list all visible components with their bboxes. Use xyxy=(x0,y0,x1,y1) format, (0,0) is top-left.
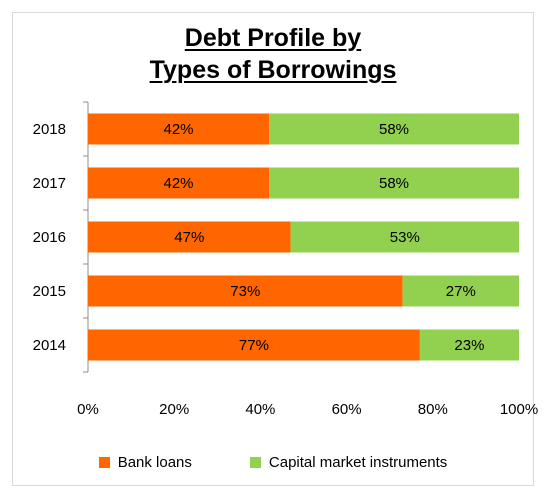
data-label: 42% xyxy=(163,121,193,138)
legend-item-bank-loans: Bank loans xyxy=(98,453,192,471)
bar-capital-market xyxy=(402,275,519,307)
bar-capital-market xyxy=(290,221,519,253)
data-label: 73% xyxy=(230,283,260,300)
x-tick-label: 80% xyxy=(418,401,448,418)
legend-item-capital-market: Capital market instruments xyxy=(249,453,448,471)
y-tick-label: 2015 xyxy=(33,283,66,300)
x-tick-label: 40% xyxy=(245,401,275,418)
data-label: 58% xyxy=(379,121,409,138)
data-label: 58% xyxy=(379,175,409,192)
data-label: 53% xyxy=(390,229,420,246)
bar-capital-market xyxy=(269,167,519,199)
chart-title: Debt Profile by Types of Borrowings xyxy=(0,22,546,86)
y-tick-label: 2017 xyxy=(33,175,66,192)
data-label: 77% xyxy=(239,337,269,354)
chart-title-line-1: Debt Profile by xyxy=(184,24,362,52)
x-tick-label: 60% xyxy=(332,401,362,418)
x-tick-label: 20% xyxy=(159,401,189,418)
legend-swatch-bank-loans xyxy=(98,456,110,468)
legend-swatch-capital-market xyxy=(249,456,261,468)
legend-label-bank-loans: Bank loans xyxy=(117,453,192,471)
bar-bank-loans xyxy=(88,275,403,307)
legend: Bank loans Capital market instruments xyxy=(0,452,546,472)
legend-label-capital-market: Capital market instruments xyxy=(268,453,448,471)
data-label: 42% xyxy=(163,175,193,192)
y-tick-label: 2018 xyxy=(33,121,66,138)
bar-bank-loans xyxy=(88,167,270,199)
bar-capital-market xyxy=(419,329,519,361)
x-tick-label: 100% xyxy=(500,401,538,418)
data-label: 47% xyxy=(174,229,204,246)
bar-bank-loans xyxy=(88,329,420,361)
y-tick-label: 2014 xyxy=(33,337,66,354)
data-label: 23% xyxy=(454,337,484,354)
bar-capital-market xyxy=(269,113,519,145)
bar-bank-loans xyxy=(88,113,270,145)
bar-bank-loans xyxy=(88,221,291,253)
chart-title-line-2: Types of Borrowings xyxy=(149,56,397,84)
data-label: 27% xyxy=(446,283,476,300)
y-tick-label: 2016 xyxy=(33,229,66,246)
x-tick-label: 0% xyxy=(77,401,99,418)
